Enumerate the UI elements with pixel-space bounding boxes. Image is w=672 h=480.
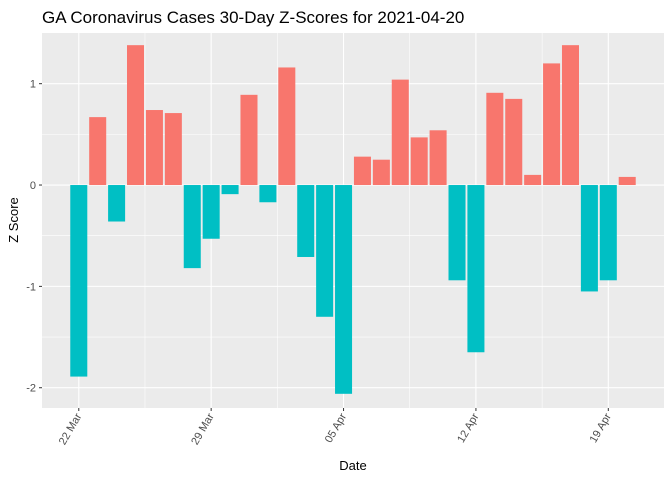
- y-axis: -2 -1 0 1: [26, 79, 42, 395]
- bar: [467, 185, 485, 353]
- bar: [599, 185, 617, 281]
- y-tick-label: -2: [26, 383, 36, 395]
- x-tick-label: 05 Apr: [323, 411, 349, 445]
- bar: [353, 156, 371, 186]
- chart-title: GA Coronavirus Cases 30-Day Z-Scores for…: [42, 8, 464, 27]
- bars: [70, 45, 636, 394]
- bar: [145, 110, 163, 186]
- bar: [429, 130, 447, 186]
- bar: [202, 185, 220, 239]
- x-tick-label: 22 Mar: [57, 411, 85, 447]
- bar: [297, 185, 315, 257]
- x-axis-title: Date: [339, 458, 366, 473]
- bar: [448, 185, 466, 281]
- bar: [89, 117, 107, 186]
- x-axis: 22 Mar 29 Mar 05 Apr 12 Apr 19 Apr: [57, 408, 614, 447]
- bar: [278, 67, 296, 186]
- bar: [240, 94, 258, 186]
- bar: [505, 98, 523, 186]
- bar: [221, 185, 239, 195]
- bar: [372, 159, 390, 186]
- bar: [127, 45, 145, 186]
- bar: [410, 137, 428, 186]
- bar: [316, 185, 334, 317]
- bar: [164, 113, 182, 186]
- bar: [524, 174, 542, 186]
- bar: [391, 79, 409, 186]
- x-tick-label: 19 Apr: [588, 411, 614, 445]
- bar: [70, 185, 88, 377]
- bar: [486, 92, 504, 186]
- bar: [108, 185, 126, 222]
- bar: [543, 63, 561, 186]
- y-tick-label: 1: [30, 79, 36, 91]
- bar: [335, 185, 353, 394]
- plot-panel: [42, 33, 664, 408]
- bar: [618, 176, 636, 186]
- bar: [183, 185, 201, 269]
- bar: [580, 185, 598, 292]
- x-tick-label: 12 Apr: [455, 411, 481, 445]
- y-tick-label: 0: [30, 180, 36, 192]
- y-tick-label: -1: [26, 281, 36, 293]
- x-tick-label: 29 Mar: [189, 411, 217, 447]
- bar: [259, 185, 277, 203]
- minor-gridlines: [42, 33, 664, 408]
- y-axis-title: Z Score: [6, 197, 21, 243]
- bar: [561, 45, 579, 186]
